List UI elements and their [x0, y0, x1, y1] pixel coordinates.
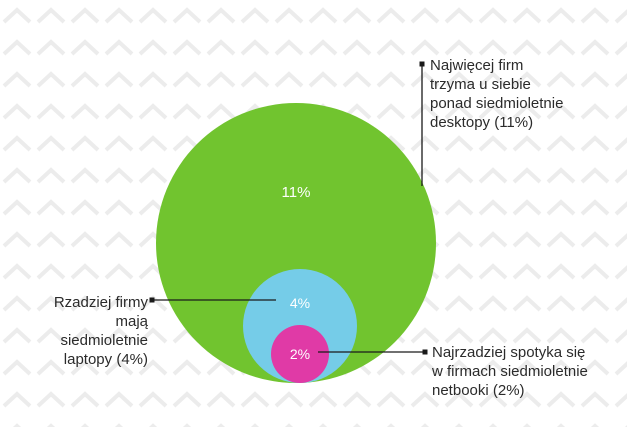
annotation-line: desktopy (11%)	[430, 114, 534, 131]
annotation-line: Najwięcej firm	[430, 57, 524, 74]
annotation-line: ponad siedmioletnie	[430, 95, 564, 112]
leader-marker-laptops	[149, 297, 155, 303]
annotation-line: netbooki (2%)	[432, 382, 525, 399]
annotation-line: Najrzadziej spotyka się	[432, 344, 586, 361]
bubble-labels-layer: 11% 4% 2%	[282, 184, 311, 362]
bubble-desktops	[156, 103, 436, 383]
bubble-value-label-laptops: 4%	[290, 295, 310, 311]
annotation-netbooks: Najrzadziej spotyka się w firmach siedmi…	[432, 343, 588, 400]
annotation-desktops: Najwięcej firm trzyma u siebie ponad sie…	[430, 56, 563, 132]
annotation-line: laptopy (4%)	[63, 351, 148, 368]
bubble-value-label-netbooks: 2%	[290, 346, 310, 362]
annotation-line: w firmach siedmioletnie	[432, 363, 588, 380]
annotation-line: mają siedmioletnie	[60, 313, 148, 349]
annotation-line: Rzadziej firmy	[53, 294, 148, 311]
annotation-line: trzyma u siebie	[430, 76, 531, 93]
bubbles-layer	[156, 103, 436, 383]
leader-marker-netbooks	[422, 349, 428, 355]
annotation-laptops: Rzadziej firmy mają siedmioletnie laptop…	[30, 293, 148, 369]
leader-marker-desktops	[419, 61, 425, 67]
leader-lines-layer	[149, 61, 428, 355]
bubble-netbooks	[271, 325, 329, 383]
bubble-value-label-desktops: 11%	[282, 184, 311, 201]
